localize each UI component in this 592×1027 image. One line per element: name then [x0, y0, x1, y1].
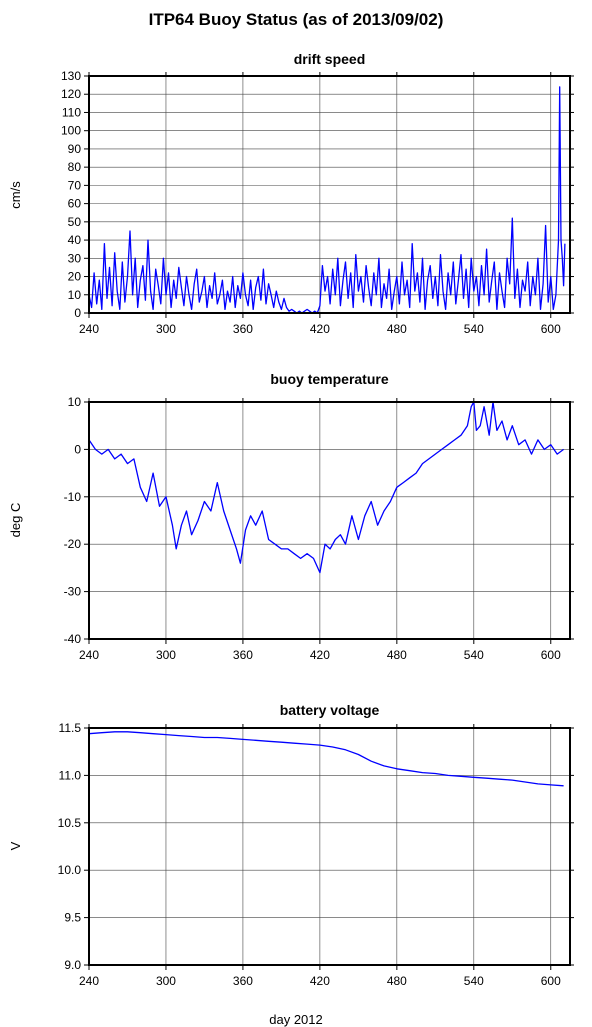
panel-title: buoy temperature [270, 371, 388, 387]
x-tick-label: 360 [233, 974, 253, 988]
x-tick-label: 540 [464, 322, 484, 336]
y-tick-label: 40 [68, 233, 82, 247]
y-axis-label: deg C [8, 503, 23, 538]
y-tick-label: 10.5 [58, 816, 82, 830]
y-tick-label: 50 [68, 215, 82, 229]
x-tick-label: 240 [79, 322, 99, 336]
data-line [88, 401, 564, 574]
y-tick-label: 0 [74, 442, 81, 456]
x-tick-label: 300 [156, 648, 176, 662]
plot-frame [88, 401, 571, 640]
y-tick-label: 110 [62, 105, 81, 119]
y-axis-label: cm/s [8, 181, 23, 209]
panel-title: battery voltage [280, 702, 380, 718]
y-tick-label: 20 [68, 270, 82, 284]
y-tick-label: -30 [64, 585, 82, 599]
x-tick-label: 240 [79, 648, 99, 662]
y-tick-label: 80 [68, 160, 82, 174]
y-tick-label: 70 [68, 178, 82, 192]
data-line [88, 731, 564, 787]
plot-frame [88, 75, 571, 314]
y-tick-label: 9.5 [64, 911, 81, 925]
y-tick-label: 10 [68, 395, 82, 409]
y-tick-label: 10 [68, 288, 82, 302]
x-tick-label: 540 [464, 974, 484, 988]
x-tick-label: 360 [233, 648, 253, 662]
plot-frame [88, 727, 571, 966]
y-tick-label: 120 [61, 87, 81, 101]
x-tick-label: 420 [310, 974, 330, 988]
y-tick-label: 90 [68, 142, 82, 156]
chart-title: ITP64 Buoy Status (as of 2013/09/02) [148, 10, 444, 29]
y-tick-label: 60 [68, 197, 82, 211]
x-tick-label: 480 [387, 974, 407, 988]
x-tick-label: 300 [156, 974, 176, 988]
x-tick-label: 540 [464, 648, 484, 662]
y-tick-label: 10.0 [58, 863, 82, 877]
y-tick-label: 100 [61, 124, 81, 138]
y-tick-label: 130 [61, 69, 81, 83]
y-tick-label: 11.0 [59, 768, 82, 782]
y-tick-label: 30 [68, 251, 82, 265]
y-tick-label: -10 [64, 490, 82, 504]
x-tick-label: 420 [310, 648, 330, 662]
panel-title: drift speed [294, 51, 366, 67]
x-tick-label: 600 [541, 322, 561, 336]
x-axis-label: day 2012 [269, 1012, 323, 1027]
y-tick-label: -20 [64, 537, 82, 551]
y-tick-label: 9.0 [64, 958, 81, 972]
x-tick-label: 360 [233, 322, 253, 336]
x-tick-label: 300 [156, 322, 176, 336]
y-tick-label: 0 [74, 306, 81, 320]
y-tick-label: -40 [64, 632, 82, 646]
y-tick-label: 11.5 [59, 721, 82, 735]
x-tick-label: 240 [79, 974, 99, 988]
data-line [88, 86, 566, 314]
x-tick-label: 600 [541, 648, 561, 662]
x-tick-label: 600 [541, 974, 561, 988]
y-axis-label: V [8, 841, 23, 850]
x-tick-label: 480 [387, 322, 407, 336]
x-tick-label: 420 [310, 322, 330, 336]
x-tick-label: 480 [387, 648, 407, 662]
